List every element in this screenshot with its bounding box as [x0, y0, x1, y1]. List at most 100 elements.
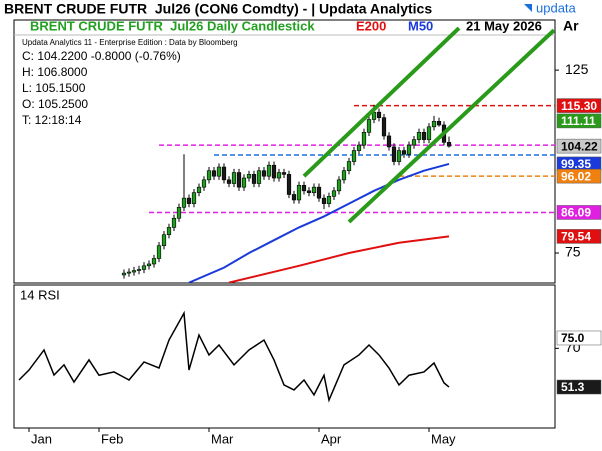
price-tag-label: 111.11 — [561, 114, 596, 128]
candle-body — [416, 131, 422, 140]
price-tag-label: 86.09 — [561, 206, 591, 220]
price-tag — [556, 98, 602, 113]
candle-body — [411, 139, 417, 146]
candle-body — [286, 174, 292, 195]
candle-body — [141, 265, 147, 270]
price-panel — [13, 19, 556, 284]
candle-body — [321, 197, 327, 204]
candle-body — [246, 174, 252, 179]
candle-body — [276, 172, 282, 179]
indicator-line — [188, 162, 450, 283]
candle-body — [306, 190, 312, 193]
candle-body — [361, 131, 367, 146]
price-tag-label: 51.3 — [561, 380, 585, 394]
candle-body — [331, 190, 337, 197]
candle-body — [401, 150, 407, 155]
info-line: C: 104.2200 -0.8000 (-0.76%) — [22, 49, 181, 63]
candle-body — [136, 269, 142, 271]
candle-body — [151, 258, 157, 265]
candle-body — [211, 170, 217, 177]
y-axis-title: Ar — [563, 18, 579, 34]
price-tag-label: 104.22 — [561, 139, 598, 153]
candle-body — [121, 272, 127, 276]
candle-body — [386, 135, 392, 148]
plot-area — [121, 26, 555, 283]
candle-body — [191, 192, 197, 204]
logo-icon — [524, 4, 532, 12]
candle-body — [206, 170, 212, 181]
x-tick-label: May — [431, 431, 456, 446]
info-source: Updata Analytics 11 - Enterprise Edition… — [22, 38, 238, 47]
price-tag — [556, 138, 602, 154]
candle-body — [341, 170, 347, 181]
rsi-panel — [13, 284, 556, 429]
candle-body — [366, 119, 372, 133]
x-tick-label: Mar — [211, 431, 234, 446]
info-line: T: 12:18:14 — [22, 113, 82, 127]
candle-body — [221, 166, 227, 181]
candle-body — [381, 117, 387, 137]
trend-line — [302, 26, 461, 178]
candle-body — [426, 126, 432, 140]
rsi-line — [18, 310, 450, 403]
candle-body — [301, 185, 307, 192]
price-tag — [556, 205, 602, 220]
candle-body — [176, 206, 182, 219]
price-tag — [556, 330, 602, 346]
candle-body — [281, 172, 287, 175]
candle-body — [421, 131, 427, 140]
candle-body — [256, 170, 262, 184]
candle-body — [146, 263, 152, 267]
candle-body — [196, 186, 202, 193]
x-tick-label: Feb — [101, 431, 123, 446]
logo-text: updata — [536, 0, 577, 15]
y-tick-label: 125 — [565, 61, 589, 77]
candle-body — [201, 179, 207, 188]
candle-body — [236, 172, 242, 188]
candle-body — [186, 197, 192, 204]
candle-body — [126, 271, 132, 274]
candle-body — [296, 185, 302, 201]
candle-body — [291, 194, 297, 201]
candle-body — [231, 172, 237, 184]
candle-body — [316, 186, 322, 199]
price-tag-label: 115.30 — [561, 99, 597, 113]
info-line: O: 105.2500 — [22, 97, 88, 111]
candle-body — [271, 164, 277, 179]
candle-body — [396, 150, 402, 162]
price-tag-label: 79.54 — [561, 230, 591, 244]
candle-body — [156, 245, 162, 259]
candle-body — [446, 142, 452, 147]
price-tag-label: 99.35 — [561, 157, 591, 171]
x-tick-label: Jan — [31, 431, 52, 446]
candle-body — [371, 111, 377, 120]
logo: updata — [524, 0, 577, 15]
candle-body — [406, 144, 412, 155]
rsi-title: 14 RSI — [20, 287, 60, 302]
info-line: L: 105.1500 — [22, 81, 86, 95]
candle-body — [261, 170, 267, 177]
y-tick-label: 75 — [565, 244, 581, 260]
price-tag — [556, 379, 602, 395]
candle-body — [161, 234, 167, 246]
indicator-line — [228, 235, 450, 283]
candle-body — [171, 217, 177, 228]
info-line: H: 106.8000 — [22, 65, 88, 79]
candle-body — [266, 164, 272, 177]
price-tag-label: 75.0 — [561, 331, 585, 345]
candle-body — [431, 121, 437, 128]
price-tag-label: 96.02 — [561, 169, 591, 183]
candle-body — [356, 144, 362, 151]
x-tick-label: Apr — [321, 431, 342, 446]
window-title: BRENT CRUDE FUTR Jul26 (CON6 Comdty) - |… — [4, 1, 432, 17]
legend-m50: M50 — [408, 18, 433, 33]
trend-line — [347, 28, 555, 224]
candle-body — [436, 121, 442, 126]
candle-body — [351, 150, 357, 162]
candle-body — [376, 111, 382, 118]
candle-body — [131, 270, 137, 273]
candle-body — [166, 227, 172, 236]
candle-body — [326, 196, 332, 204]
chart-title: BRENT CRUDE FUTR Jul26 Daily Candlestick — [30, 18, 315, 33]
